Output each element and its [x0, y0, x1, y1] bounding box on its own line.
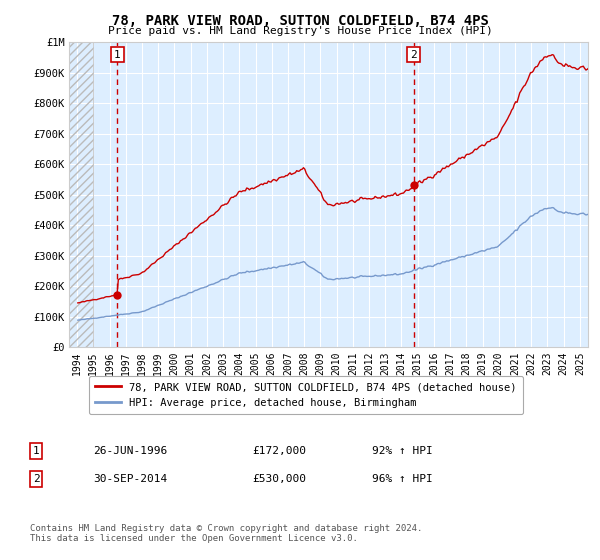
Text: 96% ↑ HPI: 96% ↑ HPI: [372, 474, 433, 484]
Text: 26-JUN-1996: 26-JUN-1996: [93, 446, 167, 456]
Text: £172,000: £172,000: [252, 446, 306, 456]
Text: 1: 1: [114, 50, 121, 59]
Text: Price paid vs. HM Land Registry's House Price Index (HPI): Price paid vs. HM Land Registry's House …: [107, 26, 493, 36]
Text: 2: 2: [410, 50, 417, 59]
Text: 1: 1: [32, 446, 40, 456]
Text: 78, PARK VIEW ROAD, SUTTON COLDFIELD, B74 4PS: 78, PARK VIEW ROAD, SUTTON COLDFIELD, B7…: [112, 14, 488, 28]
Text: £530,000: £530,000: [252, 474, 306, 484]
Text: 92% ↑ HPI: 92% ↑ HPI: [372, 446, 433, 456]
Text: 2: 2: [32, 474, 40, 484]
Text: 30-SEP-2014: 30-SEP-2014: [93, 474, 167, 484]
Text: Contains HM Land Registry data © Crown copyright and database right 2024.
This d: Contains HM Land Registry data © Crown c…: [30, 524, 422, 543]
Legend: 78, PARK VIEW ROAD, SUTTON COLDFIELD, B74 4PS (detached house), HPI: Average pri: 78, PARK VIEW ROAD, SUTTON COLDFIELD, B7…: [89, 376, 523, 414]
